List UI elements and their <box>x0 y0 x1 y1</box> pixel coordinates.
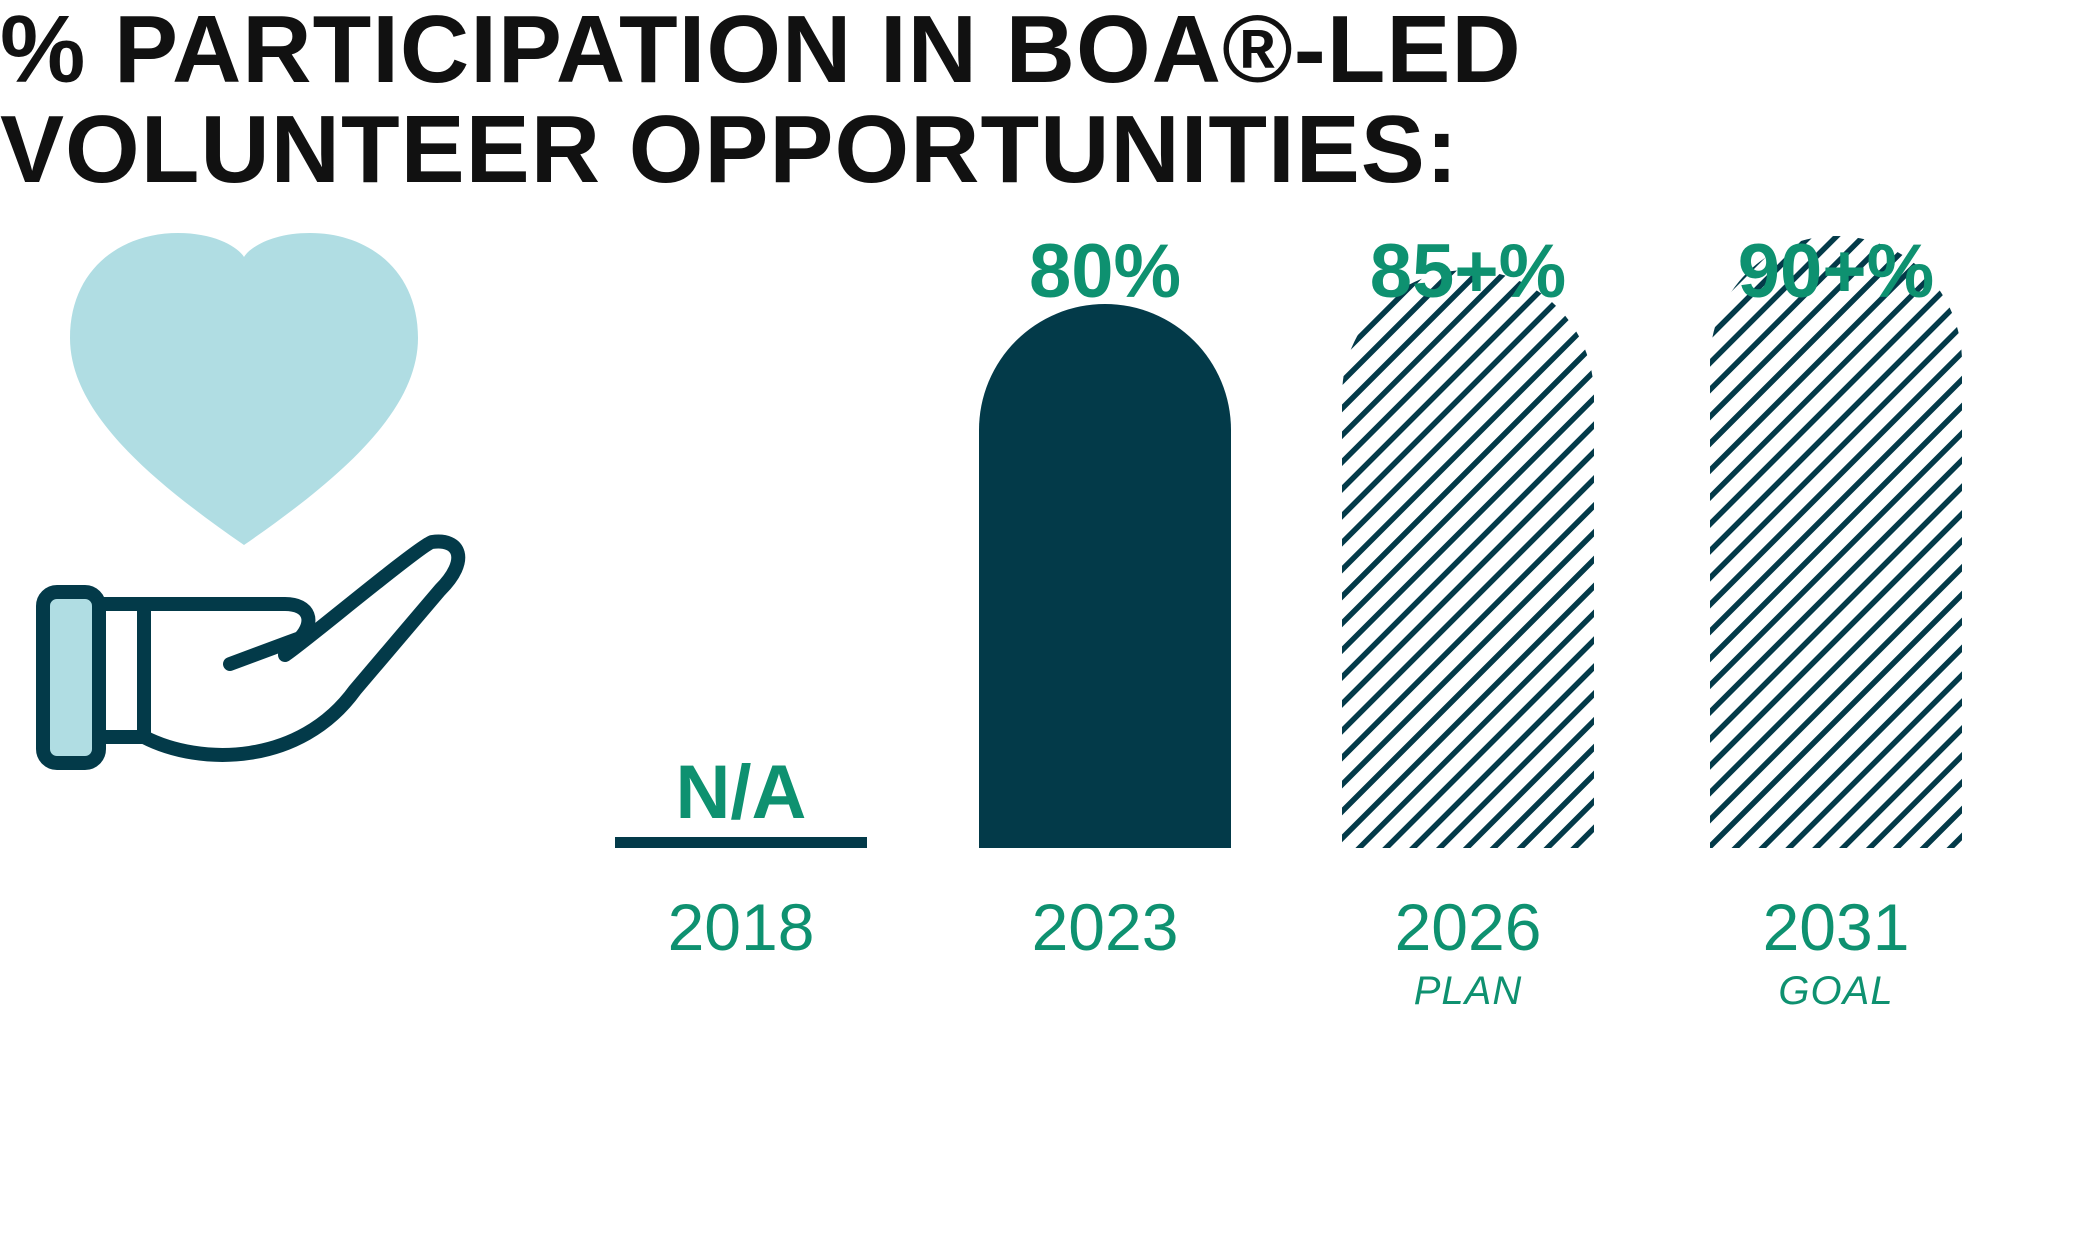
year-label-2026: 2026 <box>1395 890 1542 964</box>
note-label-2026: PLAN <box>1414 969 1523 1013</box>
bar-2026 <box>1342 270 1594 848</box>
hand-cuff <box>36 585 106 770</box>
title-line-1: % PARTICIPATION IN BOA®-LED <box>0 0 1522 103</box>
value-label-2031: 90+% <box>1738 229 1935 314</box>
year-label-2031: 2031 <box>1763 890 1910 964</box>
value-label-2023: 80% <box>1029 229 1181 314</box>
bar-2023 <box>979 304 1231 848</box>
bars-group <box>615 236 1962 848</box>
title-line-2: VOLUNTEER OPPORTUNITIES: <box>0 96 1459 203</box>
bar-2018 <box>615 837 867 848</box>
year-label-2023: 2023 <box>1032 890 1179 964</box>
note-label-2031: GOAL <box>1778 969 1893 1013</box>
value-label-2018: N/A <box>676 750 807 835</box>
year-label-2018: 2018 <box>668 890 815 964</box>
chart-title: % PARTICIPATION IN BOA®-LED VOLUNTEER OP… <box>0 0 1522 203</box>
hand-palm <box>92 534 466 762</box>
heart-icon <box>70 233 418 545</box>
labels-group: N/A 2018 80% 2023 85+% 2026 PLAN 90+% 2031 GOAL <box>668 229 1935 1013</box>
value-label-2026: 85+% <box>1370 229 1567 314</box>
hand-icon <box>36 534 466 770</box>
bar-2031 <box>1710 236 1962 848</box>
